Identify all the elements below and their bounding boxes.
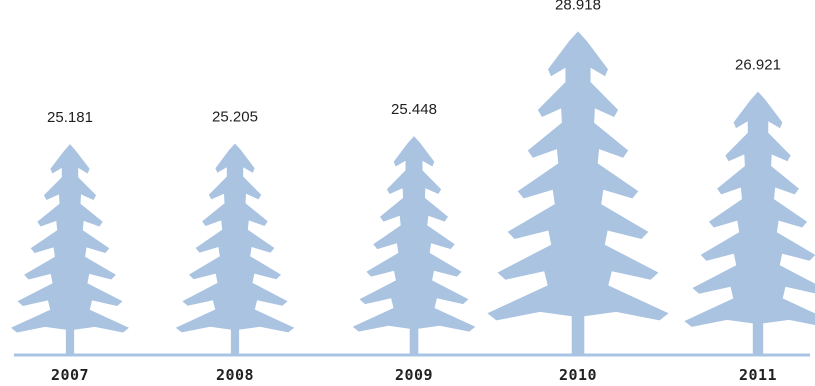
tree-bar-2010 bbox=[487, 31, 669, 355]
year-label-2011: 2011 bbox=[739, 366, 777, 384]
year-label-2010: 2010 bbox=[559, 366, 597, 384]
year-label-2008: 2008 bbox=[216, 366, 254, 384]
value-label-2010: 28.918 bbox=[555, 0, 601, 13]
tree-bar-2007 bbox=[11, 144, 129, 355]
chart-marks: 25.181 2007 25.205 2008 25.448 2009 28.918 2010… bbox=[11, 0, 815, 384]
year-label-2007: 2007 bbox=[51, 366, 89, 384]
tree-bar-2011 bbox=[684, 91, 815, 355]
year-label-2009: 2009 bbox=[395, 366, 433, 384]
value-label-2011: 26.921 bbox=[735, 57, 781, 74]
value-label-2008: 25.205 bbox=[212, 108, 258, 125]
value-label-2009: 25.448 bbox=[391, 101, 437, 118]
tree-bar-2008 bbox=[175, 143, 295, 355]
tree-bar-2009 bbox=[352, 136, 476, 355]
value-label-2007: 25.181 bbox=[47, 109, 93, 126]
